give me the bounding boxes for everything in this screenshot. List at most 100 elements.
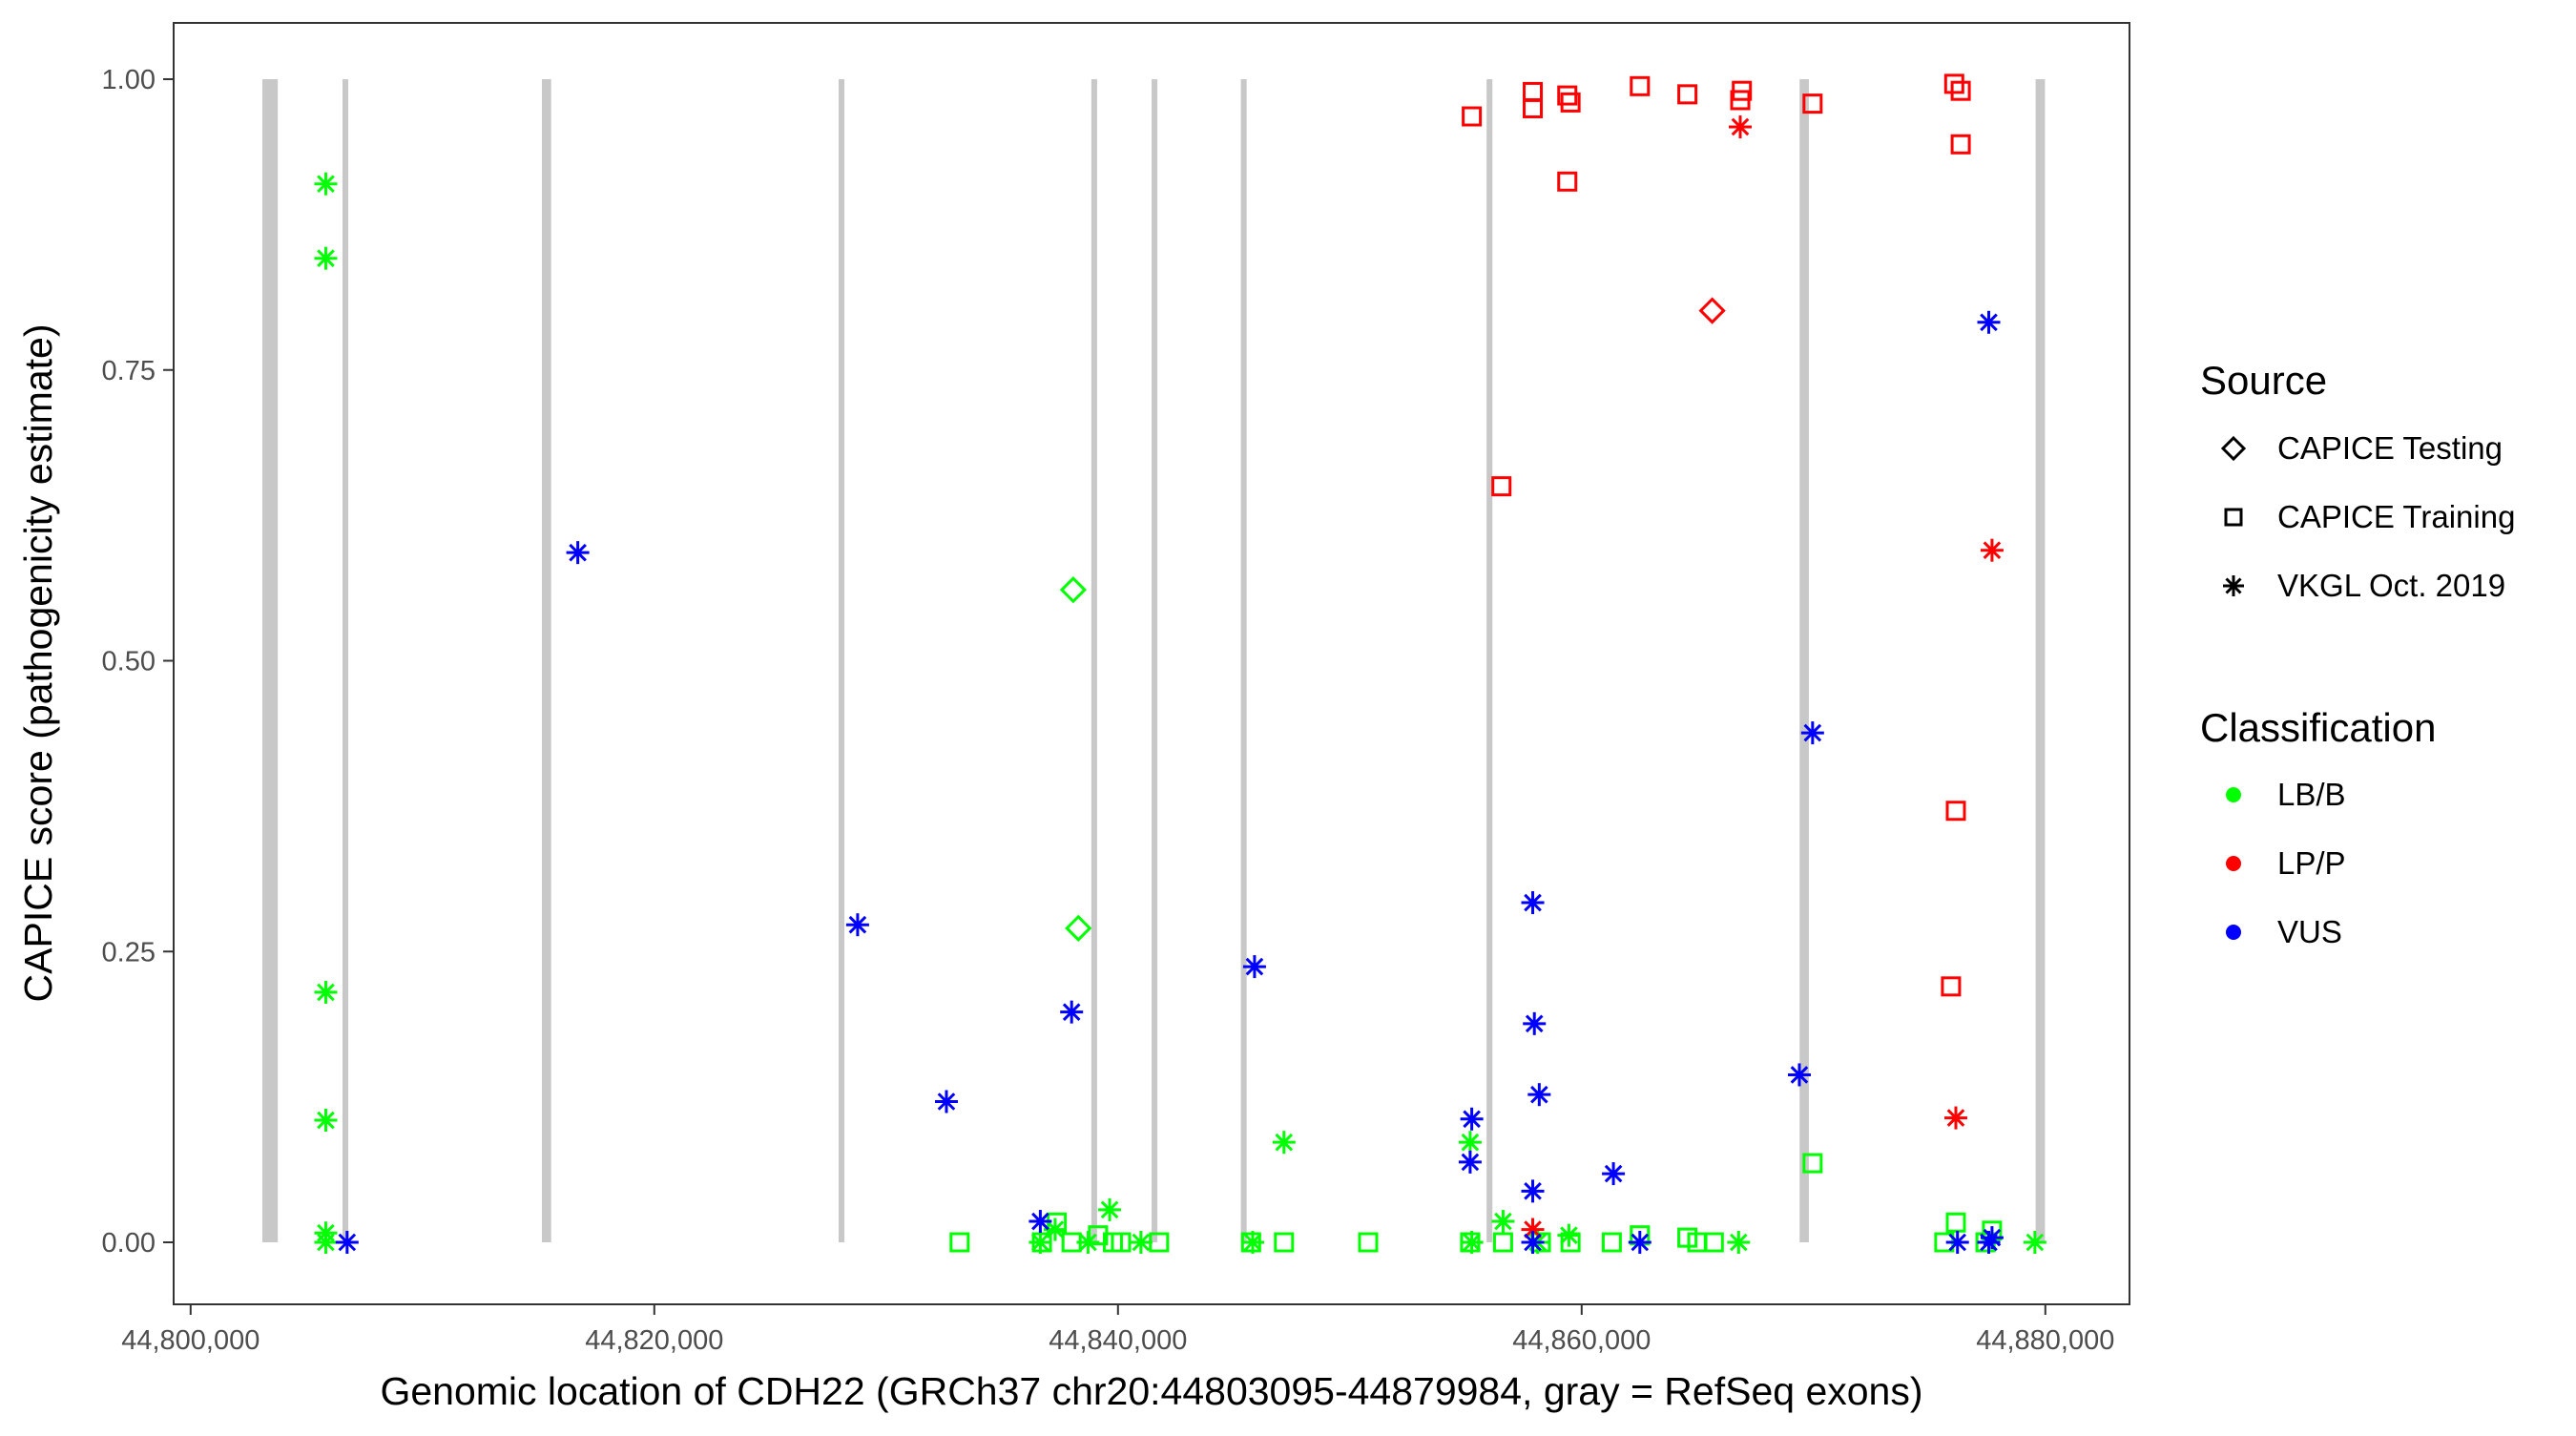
data-point-square [1358,1232,1379,1253]
data-point-square [1730,90,1751,111]
x-tick-label: 44,880,000 [1976,1325,2114,1356]
data-point-asterisk [335,1231,359,1254]
data-point-asterisk [1458,1131,1482,1155]
data-point-asterisk [845,913,869,937]
data-point-asterisk [1787,1063,1811,1087]
data-point-asterisk [2023,1231,2046,1254]
data-point-square [1088,1225,1109,1246]
data-point-asterisk [1028,1210,1052,1234]
data-point-asterisk [1557,1223,1581,1247]
exon-bar [342,79,349,1242]
data-point-square [1523,97,1544,118]
data-point-square [1557,171,1578,192]
data-point-square [1703,1232,1724,1253]
data-point-asterisk [1521,1179,1545,1203]
data-point-square [1149,1232,1170,1253]
exon-bar [1799,79,1809,1242]
exon-bar [2035,79,2046,1242]
data-point-asterisk [1980,1226,2004,1250]
data-point-square [1630,75,1651,96]
data-point-asterisk [1460,1107,1484,1131]
data-point-square [1560,1232,1581,1253]
data-point-asterisk [1521,891,1545,915]
data-points [314,73,2046,1254]
legend-title-source: Source [2200,358,2327,403]
data-point-square [1943,73,1964,94]
data-point-square [1240,1232,1261,1253]
data-point-square [1462,106,1483,127]
legend-item-source: CAPICE Testing [2277,430,2503,466]
data-point-square [1492,1232,1513,1253]
y-tick-label: 0.00 [102,1228,156,1259]
data-point-asterisk [1060,1000,1084,1024]
data-point-square [1941,976,1962,997]
data-point-square [1601,1232,1622,1253]
exon-bars [262,79,2046,1242]
legend-item-class: LB/B [2277,777,2346,812]
data-point-diamond [1065,914,1092,942]
legend-dot-icon [2226,787,2241,802]
data-point-asterisk [1272,1131,1296,1155]
data-point-asterisk [1977,310,2001,334]
y-axis-title: CAPICE score (pathogenicity estimate) [16,324,60,1003]
data-point-asterisk [314,172,338,196]
data-point-diamond [1698,297,1726,324]
data-point-square [1031,1232,1052,1253]
legend-square-icon [2224,508,2243,527]
data-point-asterisk [1628,1231,1652,1254]
legend-item-source: VKGL Oct. 2019 [2277,568,2505,603]
data-point-square [1491,476,1512,497]
data-point-asterisk [1729,114,1753,138]
data-point-asterisk [1098,1197,1122,1221]
plot-panel [173,22,2130,1305]
legend-dot-icon [2226,856,2241,871]
data-point-asterisk [314,980,338,1004]
data-point-square [1061,1232,1082,1253]
y-tick-label: 0.75 [102,356,156,386]
exon-bar [1091,79,1097,1242]
legend-title-classification: Classification [2200,705,2436,750]
legend-asterisk-icon [2223,575,2244,596]
data-point-asterisk [1980,538,2004,562]
legend-item-class: VUS [2277,914,2342,949]
data-point-asterisk [1523,1011,1547,1035]
data-point-square [1950,80,1971,101]
data-point-diamond [1059,576,1088,604]
legend-diamond-icon [2220,435,2247,462]
y-tick-label: 0.50 [102,647,156,677]
data-point-square [1950,134,1971,155]
data-point-asterisk [314,1109,338,1133]
x-tick-label: 44,800,000 [121,1325,260,1356]
exon-bar [1240,79,1247,1242]
data-point-asterisk [314,246,338,270]
x-axis-title: Genomic location of CDH22 (GRCh37 chr20:… [380,1369,1922,1413]
data-point-square [1802,1153,1823,1174]
data-point-asterisk [1944,1106,1968,1130]
data-point-square [1945,1212,1966,1233]
data-point-asterisk [1800,721,1824,745]
data-point-asterisk [1242,955,1266,979]
data-point-square [1945,801,1966,822]
legend: Source CAPICE Testing CAPICE Training VKGL … [2200,358,2515,949]
data-point-asterisk [934,1090,958,1113]
data-point-asterisk [314,1231,338,1254]
data-point-square [1274,1232,1295,1253]
exon-bar [262,79,279,1242]
data-point-asterisk [566,541,590,565]
exon-bar [838,79,845,1242]
data-point-square [949,1232,970,1253]
data-point-square [1111,1232,1132,1253]
legend-item-class: LP/P [2277,845,2346,881]
data-point-square [1802,94,1823,114]
legend-item-source: CAPICE Training [2277,499,2515,534]
data-point-square [1557,85,1578,106]
data-point-square [1560,92,1581,113]
exon-bar [541,79,551,1242]
data-point-square [1460,1232,1481,1253]
y-tick-label: 0.25 [102,937,156,968]
exon-bar [1152,79,1158,1242]
axes: 44,800,000 44,820,000 44,840,000 44,860,000… [102,65,2115,1356]
data-point-asterisk [1458,1150,1482,1174]
data-point-asterisk [1521,1231,1545,1254]
